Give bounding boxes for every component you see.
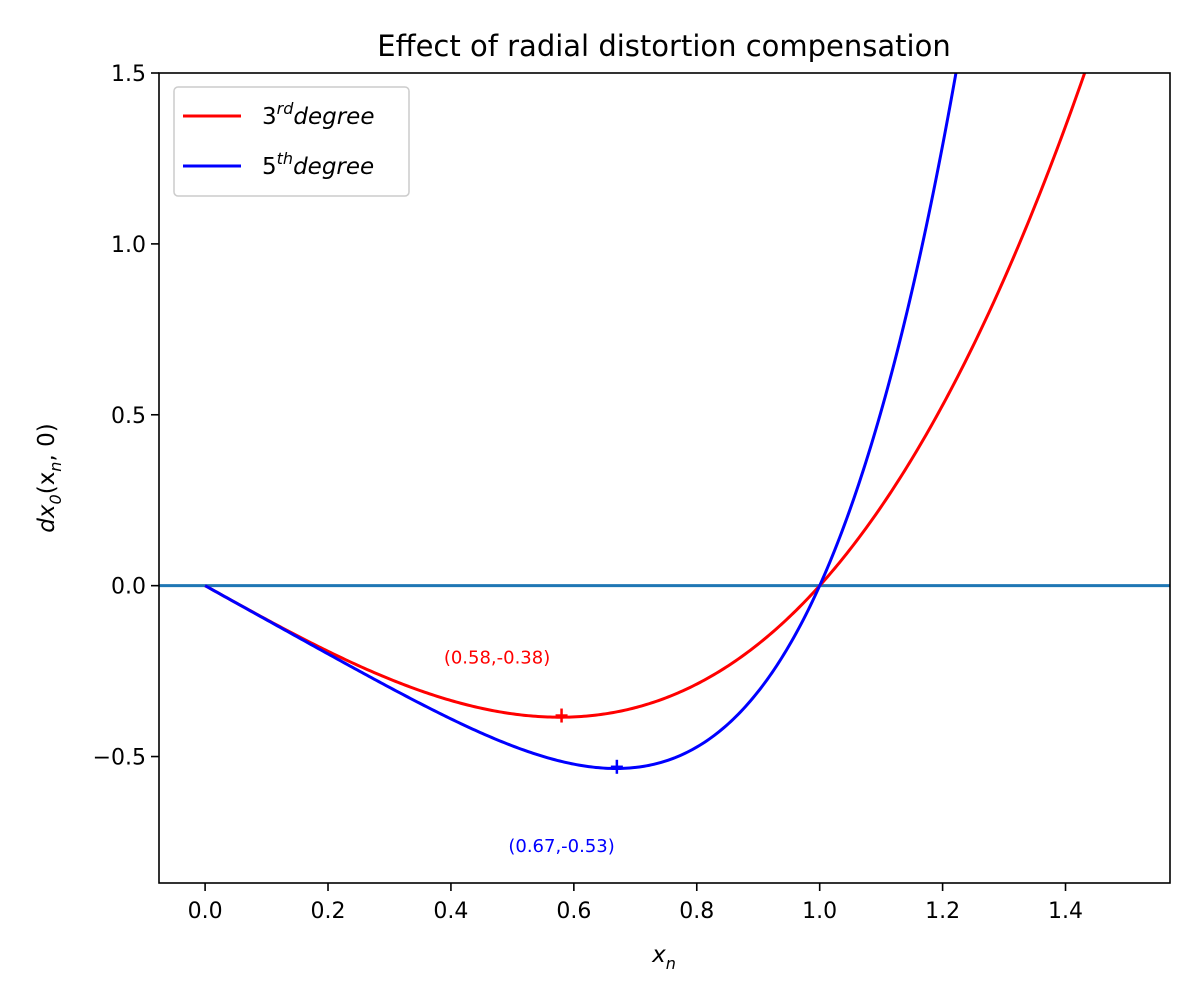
annotation-3rd-degree: (0.58,-0.38)	[444, 648, 550, 669]
x-tick-label: 0.0	[188, 899, 223, 924]
y-axis-label-main: dx	[34, 504, 60, 533]
legend-sup-3rd: rd	[277, 99, 295, 118]
legend-num-3rd: 3	[262, 104, 277, 130]
x-tick-label: 0.2	[311, 899, 346, 924]
plot-area: (0.58,-0.38) (0.67,-0.53)	[158, 72, 1171, 884]
y-axis-ticks: −0.5 0.0 0.5 1.0 1.5	[93, 62, 159, 771]
y-axis-label-args: (x	[34, 472, 60, 495]
legend-label-3rd-degree: 3rddegree	[262, 99, 374, 130]
minimum-marker-5th-degree	[610, 759, 623, 774]
y-axis-label-args-tail: , 0)	[34, 423, 60, 461]
minimum-markers	[555, 708, 623, 774]
x-tick-label: 1.4	[1048, 899, 1083, 924]
annotation-5th-degree: (0.67,-0.53)	[508, 836, 614, 857]
legend-word-5th: degree	[293, 154, 374, 180]
chart-title: Effect of radial distortion compensation	[377, 29, 950, 63]
series-layer	[204, 73, 1087, 770]
x-tick-label: 0.4	[433, 899, 468, 924]
legend-label-5th-degree: 5thdegree	[262, 149, 374, 180]
series-line-3rd-degree	[204, 73, 1087, 719]
x-axis-label-sub: n	[666, 954, 676, 973]
y-tick-label: 0.5	[111, 404, 146, 429]
y-tick-label: 0.0	[111, 575, 146, 600]
x-tick-label: 1.2	[925, 899, 960, 924]
minimum-marker-3rd-degree	[555, 708, 568, 723]
x-tick-label: 0.6	[556, 899, 591, 924]
y-tick-label: −0.5	[93, 746, 146, 771]
legend-num-5th: 5	[262, 154, 277, 180]
y-tick-label: 1.5	[111, 62, 146, 87]
x-axis-label: xn	[651, 942, 676, 973]
y-axis-label: dx0(xn, 0)	[34, 423, 65, 532]
y-tick-label: 1.0	[111, 233, 146, 258]
legend-word-3rd: degree	[293, 104, 374, 130]
legend-box	[173, 86, 410, 197]
x-axis-label-main: x	[651, 942, 666, 968]
y-axis-label-args-sub: n	[46, 462, 65, 472]
plot-frame	[158, 72, 1171, 884]
legend: 3rddegree 5thdegree	[173, 86, 410, 197]
y-axis-label-sub: 0	[46, 494, 65, 504]
legend-sup-5th: th	[277, 149, 293, 168]
x-axis-ticks: 0.0 0.2 0.4 0.6 0.8 1.0 1.2 1.4	[188, 883, 1083, 924]
annotations: (0.58,-0.38) (0.67,-0.53)	[444, 648, 615, 858]
x-tick-label: 1.0	[802, 899, 837, 924]
x-tick-label: 0.8	[679, 899, 714, 924]
series-line-5th-degree	[204, 73, 958, 770]
